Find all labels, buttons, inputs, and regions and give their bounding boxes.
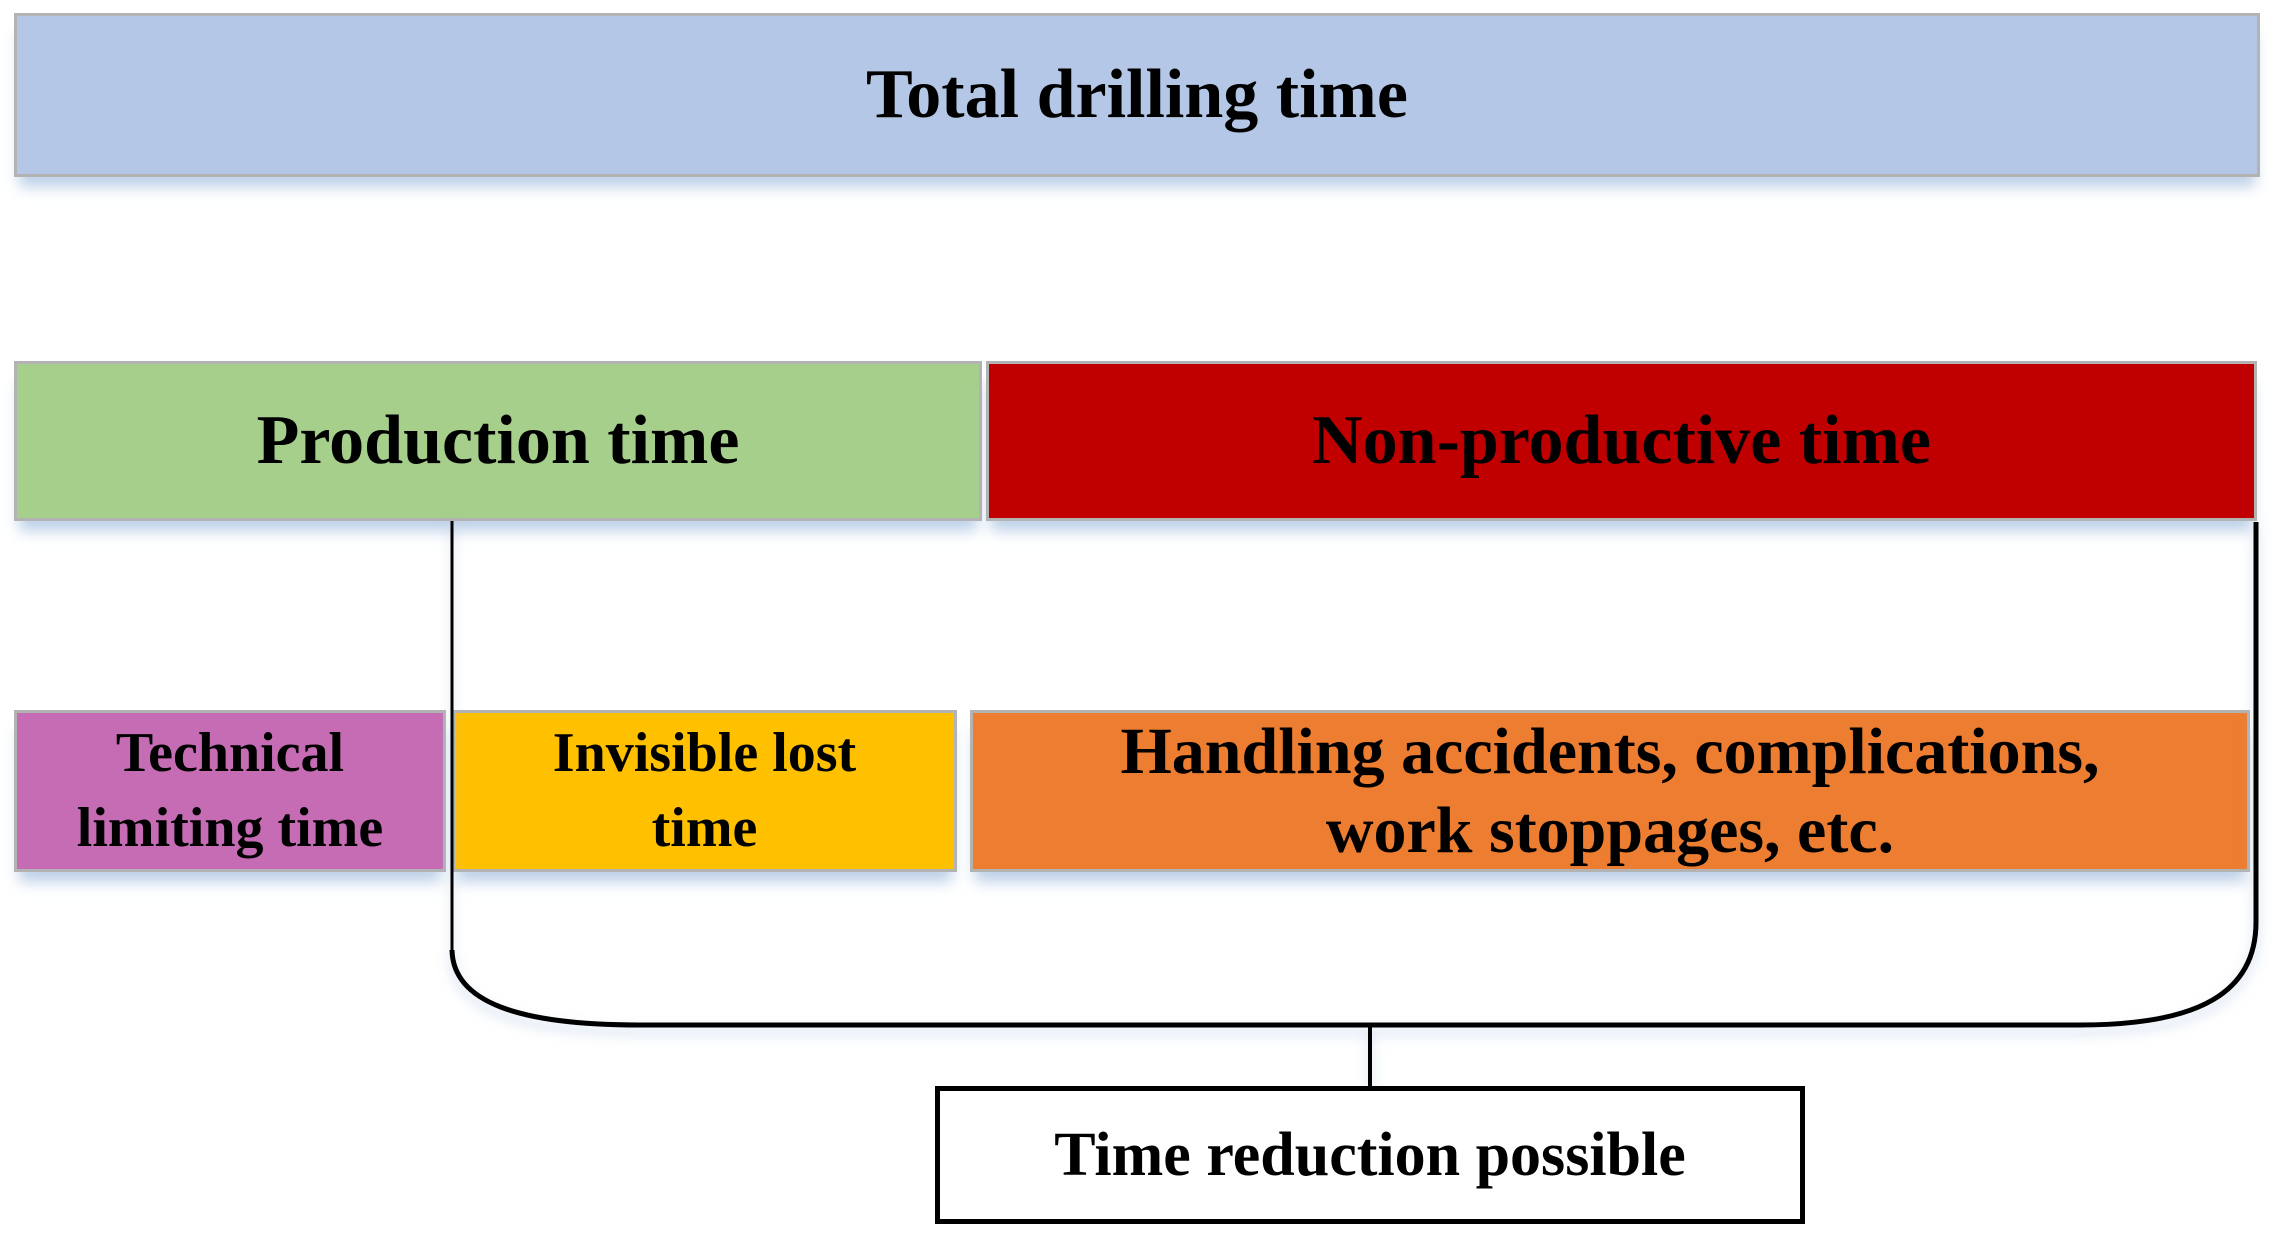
- technical-limiting-time-label-line1: Technical: [115, 721, 345, 784]
- total-drilling-time-label: Total drilling time: [866, 56, 1408, 133]
- production-time-label: Production time: [256, 402, 740, 479]
- non-productive-time-label: Non-productive time: [1312, 402, 1931, 479]
- total-drilling-time-bar: Total drilling time: [14, 13, 2260, 177]
- production-time-bar: Production time: [14, 361, 982, 521]
- non-productive-time-bar: Non-productive time: [986, 361, 2257, 521]
- invisible-lost-time-bar: Invisible lost time: [452, 710, 957, 872]
- handling-accidents-label-line2: work stoppages, etc.: [1325, 794, 1895, 867]
- invisible-lost-time-label-line2: time: [651, 797, 758, 859]
- time-reduction-possible-box: Time reduction possible: [935, 1086, 1805, 1224]
- technical-limiting-time-bar: Technical limiting time: [14, 710, 446, 872]
- handling-accidents-bar: Handling accidents, complications, work …: [970, 710, 2250, 872]
- handling-accidents-label-line1: Handling accidents, complications,: [1120, 714, 2100, 788]
- time-reduction-possible-label: Time reduction possible: [1054, 1120, 1686, 1189]
- invisible-lost-time-label-line1: Invisible lost: [552, 721, 857, 784]
- technical-limiting-time-label-line2: limiting time: [76, 797, 384, 859]
